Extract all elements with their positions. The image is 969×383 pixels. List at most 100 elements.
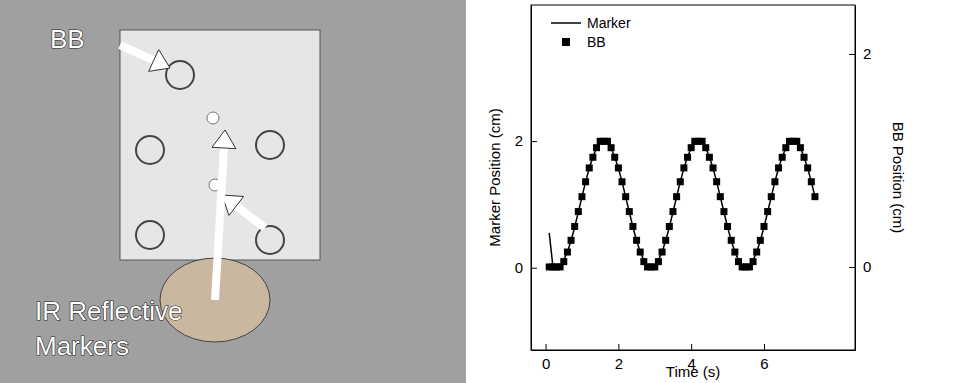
legend-swatch (551, 22, 581, 24)
photo-label: Markers (35, 331, 129, 361)
legend: Marker BB (551, 15, 631, 50)
series-point (578, 193, 585, 200)
series-point (615, 164, 622, 171)
series-point (669, 208, 676, 215)
arrow-head (212, 130, 236, 149)
tick: 6 (760, 344, 768, 372)
y-axis-title: Marker Position (cm) (486, 108, 503, 246)
series-point (808, 178, 815, 185)
series-point (775, 164, 782, 171)
axis-line (532, 350, 856, 351)
arrow-shaft (120, 45, 154, 60)
wheel-mount (136, 221, 164, 249)
series-point (757, 237, 764, 244)
floor (0, 0, 466, 383)
series-point (793, 138, 800, 145)
series-point (771, 178, 778, 185)
series-point (582, 178, 589, 185)
photo-label: BB (50, 24, 85, 54)
tick: 2 (515, 132, 537, 149)
series-point (782, 144, 789, 151)
series-point (811, 193, 818, 200)
tick-mark (849, 267, 855, 268)
series-point (713, 178, 720, 185)
series-point (666, 223, 673, 230)
series-point (564, 249, 571, 256)
tick-label: 6 (760, 355, 768, 372)
series-point (702, 144, 709, 151)
series-point (717, 193, 724, 200)
series-point (568, 237, 575, 244)
series-point (677, 178, 684, 185)
series-point (622, 193, 629, 200)
tick-mark (618, 344, 619, 350)
series-point (637, 249, 644, 256)
series-point (593, 144, 600, 151)
arrow-head (222, 195, 244, 215)
series-point (589, 154, 596, 161)
tick-mark (764, 344, 765, 350)
arrow-shaft (236, 206, 265, 228)
tick: 2 (615, 344, 623, 372)
wheel-mount (256, 226, 284, 254)
series-point (731, 249, 738, 256)
series-point (629, 223, 636, 230)
photo-background (0, 0, 466, 383)
tick-mark (691, 344, 692, 350)
series-point (699, 138, 706, 145)
series-point (720, 208, 727, 215)
series-point (608, 144, 615, 151)
tick-label: 0 (863, 258, 871, 275)
series-point (655, 258, 662, 265)
plot-frame (531, 5, 855, 350)
series-point (753, 249, 760, 256)
tick: 0 (849, 258, 871, 275)
wheel-mount (136, 136, 164, 164)
y2-axis: 02 (849, 6, 871, 351)
arrow-shaft (215, 148, 224, 300)
legend-label: BB (587, 34, 606, 50)
series-point (604, 138, 611, 145)
tick-label: 0 (542, 355, 550, 372)
tick: 0 (515, 259, 537, 276)
series-point (662, 237, 669, 244)
series-point (768, 193, 775, 200)
series-point (633, 237, 640, 244)
series-point (659, 249, 666, 256)
series-point (779, 154, 786, 161)
axis-line (531, 6, 532, 351)
series-point (760, 223, 767, 230)
legend-swatch (562, 38, 570, 46)
series-point (575, 208, 582, 215)
series-point (797, 144, 804, 151)
chart: 02460202Time (s)Marker Position (cm)BB P… (486, 5, 907, 380)
tick-mark (546, 344, 547, 350)
tick-mark (531, 141, 537, 142)
series-point (801, 154, 808, 161)
series-point (710, 164, 717, 171)
y2-axis-title: BB Position (cm) (890, 122, 907, 234)
series-point (684, 154, 691, 161)
tick-label: 0 (515, 259, 523, 276)
series-point (586, 164, 593, 171)
figure: BBIR ReflectiveMarkers02460202Time (s)Ma… (0, 0, 969, 383)
series-point (728, 237, 735, 244)
x-axis-title: Time (s) (666, 363, 720, 380)
tick: 2 (849, 45, 871, 62)
series-point (724, 223, 731, 230)
plot-area (546, 138, 819, 271)
series-point (611, 154, 618, 161)
series-point (750, 258, 757, 265)
y-axis: 02 (515, 6, 537, 351)
legend-label: Marker (587, 15, 631, 31)
series-point (680, 164, 687, 171)
arrow-head (149, 50, 170, 72)
wheel-mount (166, 61, 194, 89)
tick-mark (849, 54, 855, 55)
series-point (764, 208, 771, 215)
series-point (706, 154, 713, 161)
series-point (673, 193, 680, 200)
series-point (626, 208, 633, 215)
tick-mark (531, 268, 537, 269)
tick: 0 (542, 344, 550, 372)
